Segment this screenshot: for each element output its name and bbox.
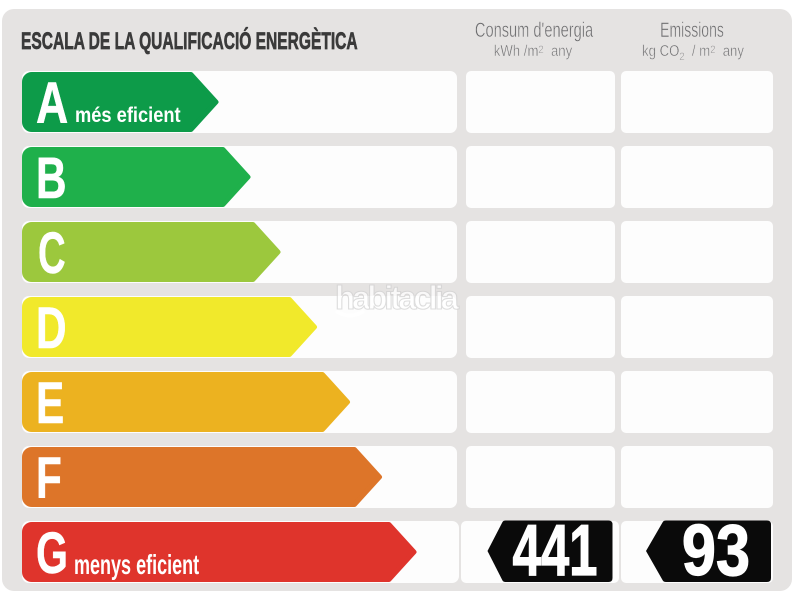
svg-text:habitaclia: habitaclia: [335, 279, 460, 316]
